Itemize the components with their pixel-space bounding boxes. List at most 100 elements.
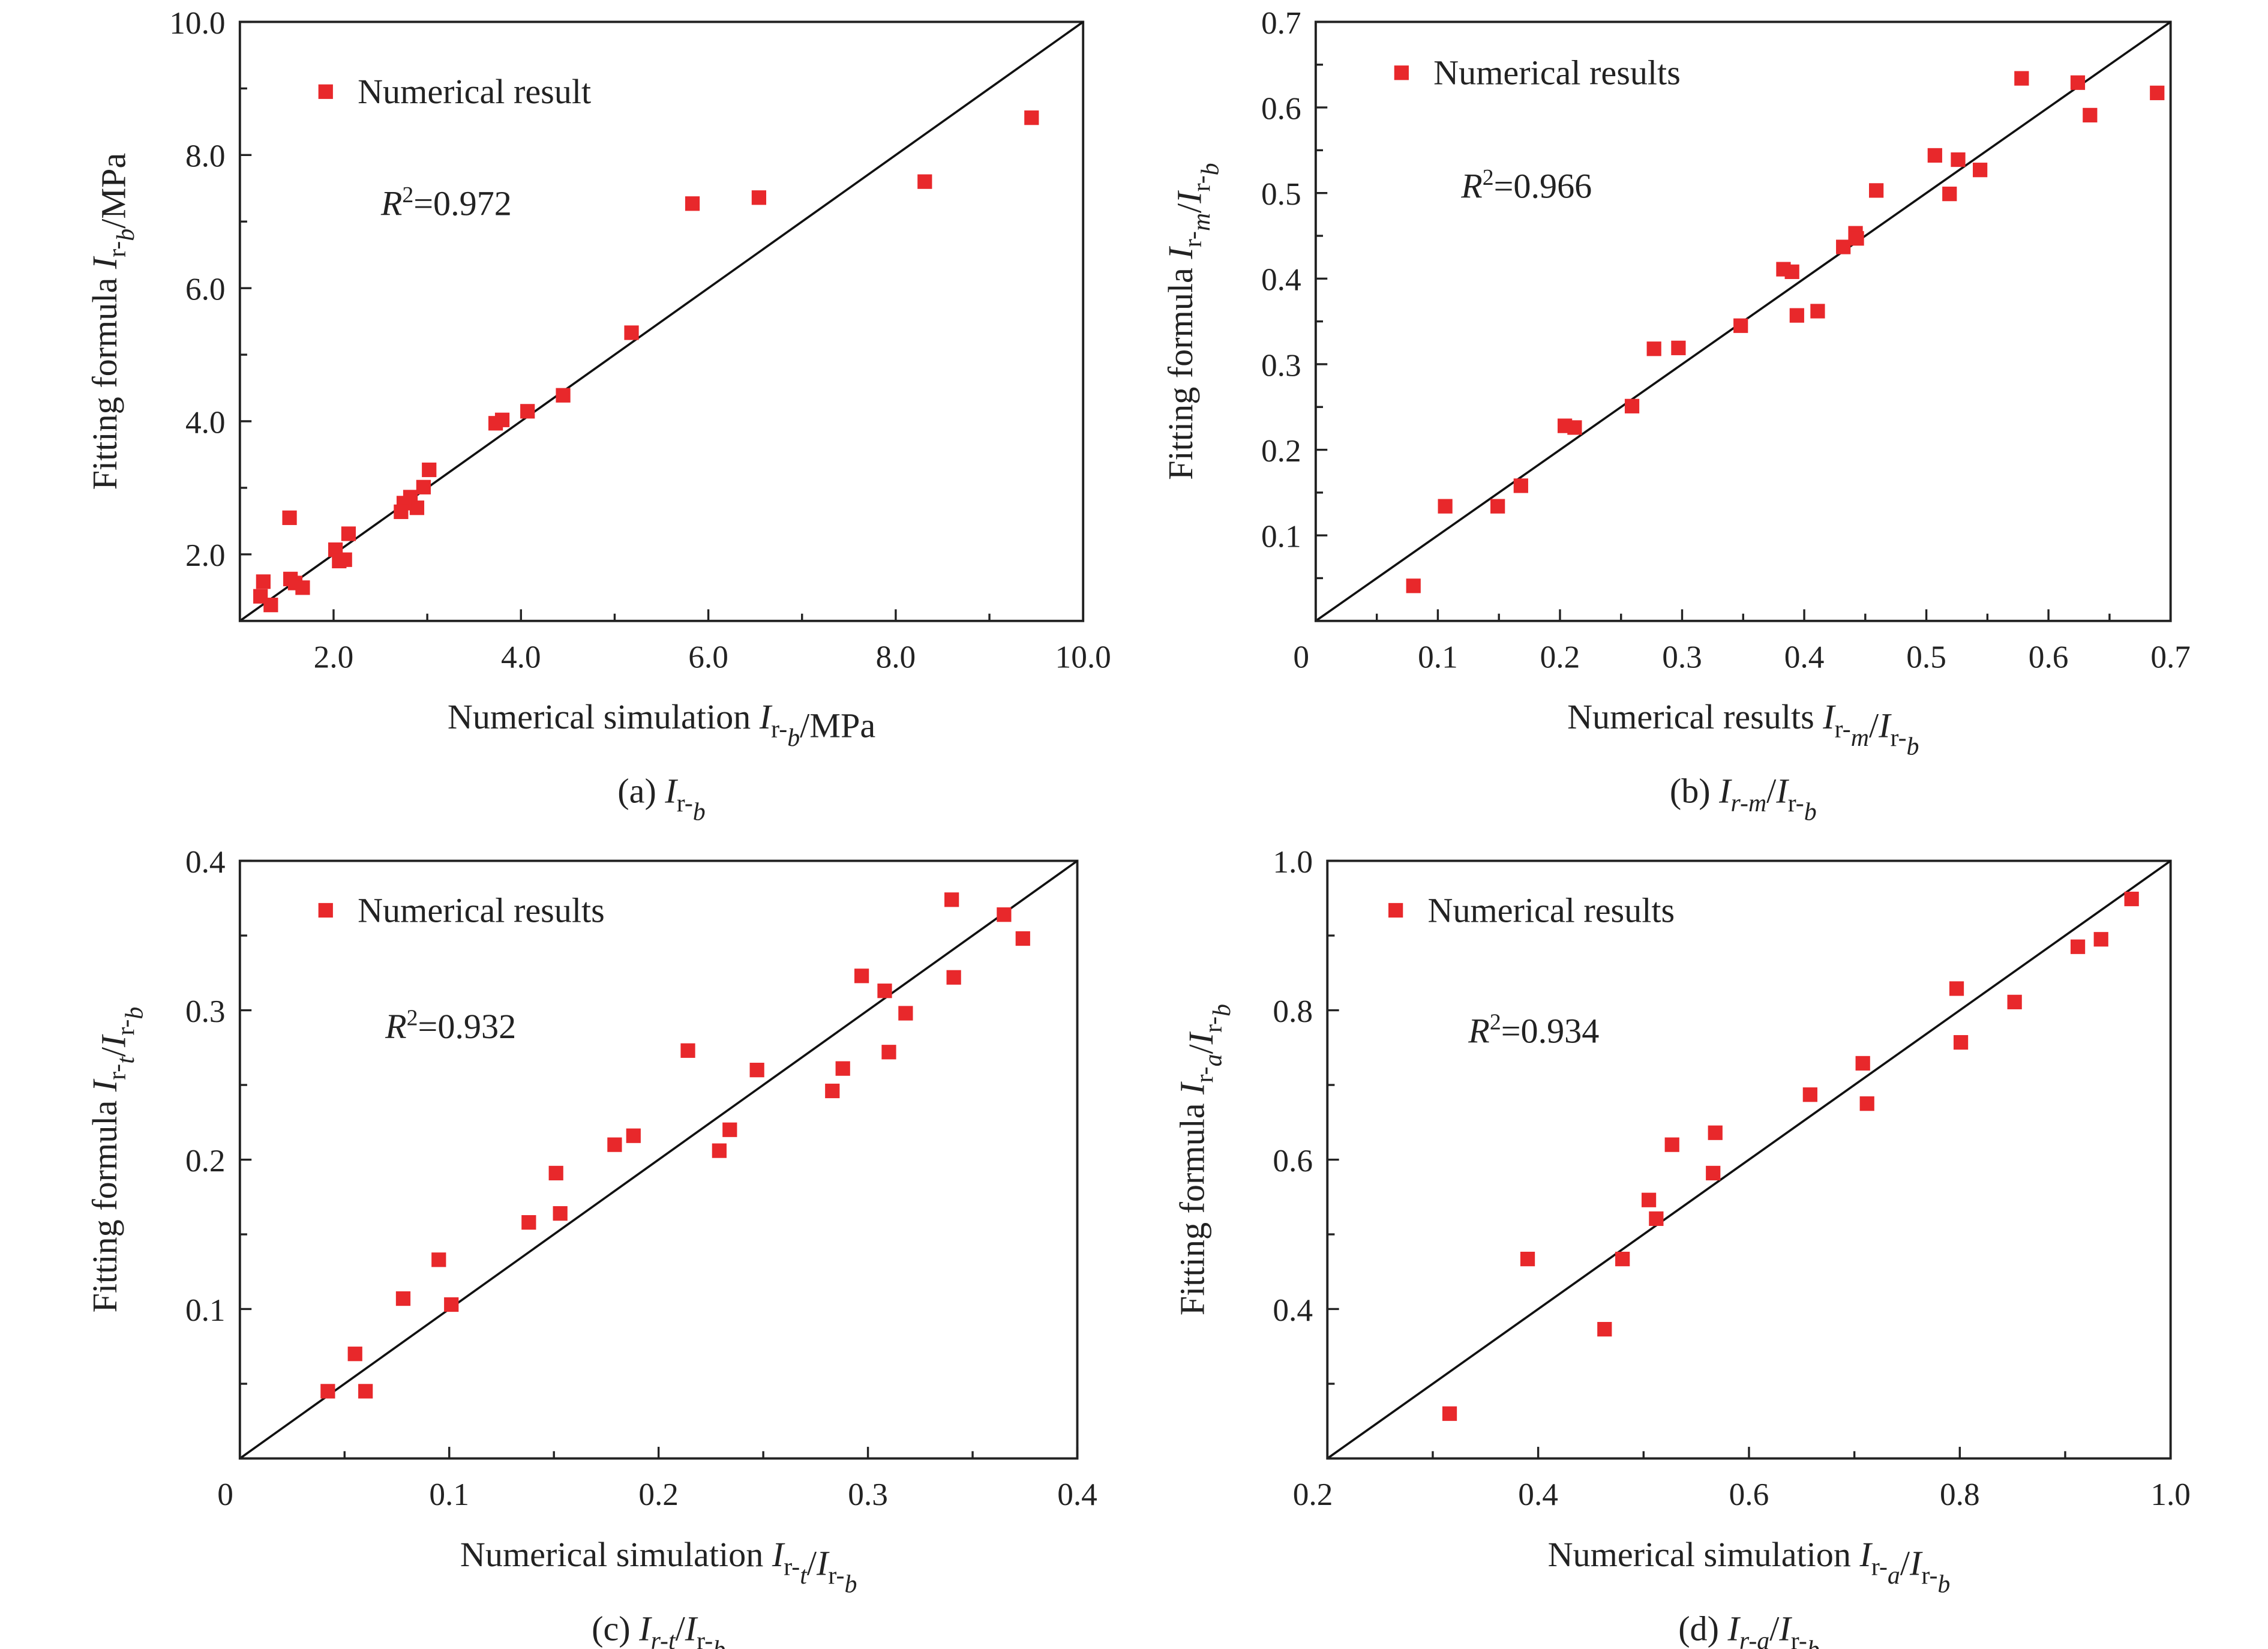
data-point xyxy=(2070,939,2086,954)
x-axis-label: Numerical simulation Ir-t/Ir-b xyxy=(460,1535,857,1599)
y-axis-label: Fitting formula Ir-m/Ir-b xyxy=(1161,163,1225,479)
label-segment: I xyxy=(1859,1535,1873,1574)
label-segment: / xyxy=(1769,1609,1780,1648)
label-segment: r- xyxy=(103,241,131,257)
label-segment: b xyxy=(1937,1570,1950,1598)
label-segment: r- xyxy=(697,1627,713,1649)
r-squared-value: =0.972 xyxy=(413,184,512,223)
r-exponent: 2 xyxy=(407,1005,418,1030)
legend-marker xyxy=(1394,65,1409,80)
x-tick-label: 0.4 xyxy=(1518,1477,1558,1512)
data-point xyxy=(2093,932,2108,947)
data-point xyxy=(898,1006,913,1021)
label-segment: (c) xyxy=(592,1609,639,1648)
label-segment: m xyxy=(1851,724,1869,752)
label-segment: I xyxy=(1909,1543,1923,1582)
data-point xyxy=(1949,981,1964,996)
data-point xyxy=(877,984,892,999)
data-point xyxy=(1597,1321,1612,1337)
label-segment: r- xyxy=(1191,1066,1219,1083)
data-point xyxy=(1708,1125,1723,1140)
r-symbol: R xyxy=(1468,1011,1490,1050)
legend-marker xyxy=(318,903,333,918)
label-segment: r- xyxy=(1890,724,1906,752)
y-tick-label: 0.3 xyxy=(1261,347,1301,383)
data-point xyxy=(854,969,869,984)
reference-line-y-equals-x xyxy=(1327,860,2171,1459)
data-point xyxy=(1649,1211,1664,1226)
origin-tick-label: 0 xyxy=(217,1477,233,1512)
label-segment: / xyxy=(676,1609,686,1648)
panel-caption: (d) Ir-a/Ir-b xyxy=(1678,1609,1820,1649)
label-segment: r- xyxy=(828,1562,844,1590)
data-point xyxy=(394,504,409,519)
label-segment: r- xyxy=(1871,1553,1888,1581)
data-point xyxy=(712,1143,727,1158)
label-segment: b xyxy=(1197,163,1225,175)
y-tick-label: 0.1 xyxy=(1261,519,1301,554)
legend-label: Numerical results xyxy=(1427,891,1675,930)
origin-tick-label: 0.2 xyxy=(1293,1477,1333,1512)
label-segment: r- xyxy=(771,716,787,743)
label-segment: (a) xyxy=(617,772,665,811)
label-segment: Fitting formula xyxy=(1172,1095,1211,1315)
label-segment: I xyxy=(1778,1609,1792,1648)
legend-label: Numerical results xyxy=(358,891,605,930)
panel-caption: (b) Ir-m/Ir-b xyxy=(1670,772,1817,826)
data-point xyxy=(431,1252,446,1267)
data-point xyxy=(556,388,571,403)
legend-label: Numerical result xyxy=(358,72,591,111)
label-segment: Numerical simulation xyxy=(460,1535,772,1574)
label-segment: I xyxy=(1181,1031,1220,1045)
y-tick-label: 0.3 xyxy=(185,994,226,1029)
y-tick-label: 0.7 xyxy=(1261,5,1301,41)
data-point xyxy=(488,416,503,431)
label-segment: / xyxy=(94,1047,133,1057)
label-segment: I xyxy=(685,1609,698,1648)
x-tick-label: 0.4 xyxy=(1057,1477,1097,1512)
y-tick-label: 0.6 xyxy=(1273,1143,1313,1179)
y-tick-label: 1.0 xyxy=(1273,844,1313,880)
label-segment: r- xyxy=(677,790,693,817)
y-axis-label: Fitting formula Ir-t/Ir-b xyxy=(85,1007,149,1313)
data-point xyxy=(624,325,639,340)
label-segment: Numerical simulation xyxy=(1548,1535,1860,1574)
data-point xyxy=(1942,187,1957,202)
label-segment: I xyxy=(759,697,773,736)
label-segment: r- xyxy=(1188,175,1216,191)
data-point xyxy=(997,907,1012,922)
data-point xyxy=(881,1045,896,1060)
data-point xyxy=(2083,107,2098,123)
label-segment: r- xyxy=(1788,790,1804,817)
reference-line-y-equals-x xyxy=(239,860,1078,1459)
label-segment: I xyxy=(1822,697,1836,736)
data-point xyxy=(1706,1165,1721,1181)
y-tick-label: 0.4 xyxy=(1261,262,1301,298)
label-segment: r- xyxy=(103,1064,131,1080)
data-point xyxy=(1810,304,1825,319)
label-segment: b xyxy=(1804,799,1817,826)
label-segment: a xyxy=(1888,1562,1900,1590)
data-point xyxy=(607,1137,622,1152)
chart-panel-c: 0.1 0.2 0.3 0.4 0.1 0.2 0.3 0.4 0 Numerical simul… xyxy=(85,844,1097,1649)
y-tick-label: 4.0 xyxy=(185,404,226,440)
data-point xyxy=(341,526,356,541)
label-segment: Numerical simulation xyxy=(448,697,760,736)
x-tick-label: 0.1 xyxy=(1418,639,1458,674)
data-point xyxy=(1646,341,1661,356)
label-segment: r-t xyxy=(651,1627,676,1649)
label-segment: r- xyxy=(1835,716,1851,743)
data-point xyxy=(685,196,700,211)
data-point xyxy=(2014,71,2029,86)
origin-tick-label: 0 xyxy=(1293,639,1309,674)
data-point xyxy=(1520,1251,1535,1267)
r-exponent: 2 xyxy=(402,182,413,208)
data-point xyxy=(256,574,271,589)
y-tick-label: 0.2 xyxy=(185,1143,226,1179)
data-point xyxy=(1624,398,1640,413)
data-point xyxy=(1836,239,1851,254)
y-tick-label: 0.4 xyxy=(1273,1293,1313,1328)
data-point xyxy=(1973,163,1988,178)
